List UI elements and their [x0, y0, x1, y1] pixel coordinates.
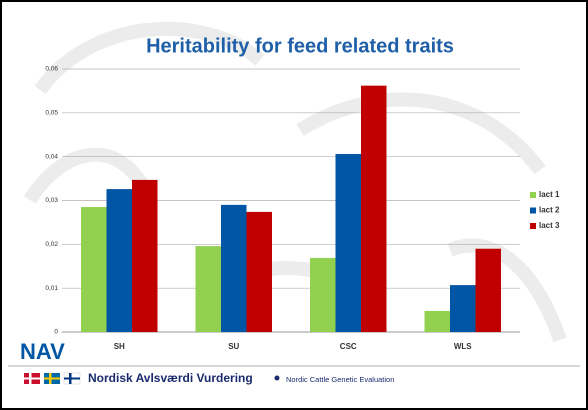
y-tick-label: 0,01 — [45, 285, 58, 292]
bar — [476, 249, 502, 332]
legend-label: lact 3 — [539, 221, 560, 230]
legend-swatch — [530, 223, 536, 229]
bar — [361, 86, 387, 332]
chart-title: Heritability for feed related traits — [146, 35, 454, 57]
x-tick-label: SH — [114, 342, 125, 351]
bar — [107, 189, 133, 332]
y-tick-label: 0,06 — [45, 66, 58, 73]
slide-frame — [1, 1, 587, 409]
legend-label: lact 1 — [539, 190, 560, 199]
x-tick-label: WLS — [454, 342, 472, 351]
logo: NAV — [20, 339, 65, 364]
y-tick-label: 0,04 — [45, 153, 58, 160]
separator-dot — [275, 376, 280, 381]
bar — [196, 246, 222, 332]
y-tick-label: 0,05 — [45, 110, 58, 117]
organization-en: Nordic Cattle Genetic Evaluation — [286, 375, 394, 384]
bar — [425, 311, 451, 332]
bar — [247, 212, 273, 332]
bar — [310, 258, 336, 332]
legend-label: lact 2 — [539, 206, 560, 215]
bar — [450, 285, 476, 332]
y-tick-label: 0,02 — [45, 241, 58, 248]
y-tick-label: 0,03 — [45, 197, 58, 204]
legend-swatch — [530, 208, 536, 214]
bar — [132, 180, 158, 332]
bar — [221, 205, 247, 332]
y-tick-label: 0 — [54, 329, 58, 336]
flags — [24, 373, 80, 384]
bar — [81, 207, 107, 332]
x-tick-label: SU — [228, 342, 239, 351]
slide: Heritability for feed related traits NAV… — [0, 0, 588, 410]
organization: Nordisk Avlsværdi Vurdering — [88, 371, 253, 385]
legend-swatch — [530, 192, 536, 198]
x-tick-label: CSC — [340, 342, 357, 351]
bar — [336, 154, 362, 332]
